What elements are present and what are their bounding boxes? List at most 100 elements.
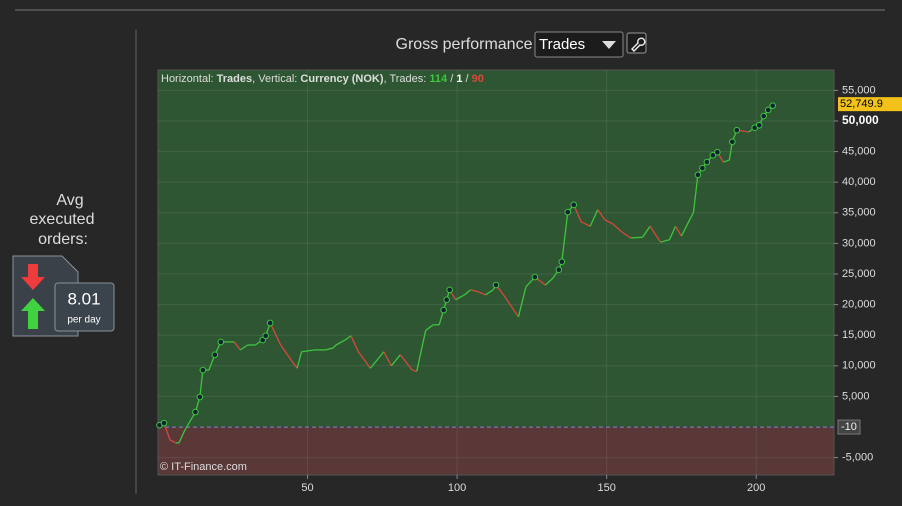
high-marker (764, 106, 772, 114)
settings-button[interactable] (626, 32, 647, 54)
high-marker (755, 121, 763, 129)
chart-info-part: Currency (NOK) (300, 73, 383, 85)
equity-segment (589, 209, 599, 227)
equity-segment (668, 225, 677, 240)
high-marker (699, 164, 706, 172)
high-marker (262, 332, 269, 340)
high-marker (443, 296, 450, 304)
high-marker (694, 171, 702, 179)
chart-info-part: , Vertical: (252, 73, 300, 85)
equity-segment (689, 212, 694, 219)
equity-segment (269, 322, 282, 346)
equity-segment (325, 347, 334, 351)
high-marker (564, 208, 572, 216)
equity-segment (292, 361, 298, 369)
equity-segment (199, 370, 204, 398)
high-marker (217, 338, 225, 346)
y-tick-label: 35,000 (842, 207, 876, 219)
equity-segment (280, 344, 294, 363)
high-marker (446, 286, 453, 294)
chart-info-part: 114 (429, 73, 448, 85)
equity-segment (674, 225, 683, 237)
high-marker (769, 102, 776, 109)
summary-box (54, 282, 115, 332)
equity-segment (233, 341, 241, 351)
equity-segment (544, 277, 554, 286)
x-tick-label: 100 (448, 482, 466, 494)
high-marker (266, 319, 274, 327)
equity-segment (580, 221, 591, 227)
high-marker (570, 201, 578, 209)
equity-segment (169, 439, 177, 444)
watermark: © IT-Finance.com (160, 461, 247, 473)
high-marker (558, 258, 566, 266)
summary-unit: per day (67, 315, 100, 326)
select-value[interactable]: Trades (539, 36, 585, 53)
high-marker (703, 158, 711, 166)
baseline-label: -10 (841, 421, 857, 433)
icon-down-arrow (21, 264, 45, 290)
wrench-icon[interactable] (631, 37, 646, 52)
y-tick-label: -5,000 (842, 452, 873, 464)
equity-segment (301, 349, 316, 353)
high-marker (199, 366, 207, 374)
chart-info: Horizontal: Trades, Vertical: Currency (… (161, 73, 484, 85)
chart-info-part: , Trades: (384, 73, 430, 85)
icon-up-arrow (21, 298, 45, 329)
y-tick-label: 45,000 (842, 145, 876, 157)
equity-segment (604, 219, 613, 225)
equity-segment (660, 239, 670, 243)
equity-segment (502, 294, 519, 318)
high-marker (531, 273, 539, 281)
equity-segment (332, 344, 337, 349)
high-marker (440, 306, 447, 314)
summary-label: Avg (56, 192, 83, 209)
y-tick-label: 10,000 (842, 360, 876, 372)
equity-segment (184, 411, 196, 431)
high-marker (760, 112, 768, 120)
equity-segment (485, 289, 494, 296)
equity-segment (383, 351, 392, 367)
select-caret[interactable] (602, 41, 616, 49)
equity-segment (612, 223, 623, 233)
high-marker (709, 151, 717, 159)
last-value-label: 52,749.9 (840, 98, 883, 110)
equity-segment (517, 286, 527, 318)
high-marker (555, 266, 563, 274)
high-marker (733, 126, 741, 134)
equity-segment (561, 212, 569, 262)
chart-info-part: 1 (456, 73, 462, 85)
equity-segment (357, 351, 371, 369)
y-tick-label: 5,000 (842, 390, 870, 402)
equity-segment (344, 335, 352, 341)
plot-area-negative (158, 427, 834, 475)
chart-info-part: Horizontal: (161, 73, 217, 85)
equity-segment (425, 324, 434, 331)
equity-segment (464, 289, 471, 296)
equity-segment (470, 289, 479, 293)
equity-segment (390, 354, 401, 367)
last-value-box (838, 97, 902, 112)
y-tick-label: 20,000 (842, 299, 876, 311)
equity-segment (630, 236, 643, 239)
equity-segment (399, 354, 413, 371)
equity-segment (621, 231, 631, 239)
equity-segment (649, 225, 662, 243)
y-tick-label: 50,000 (842, 113, 879, 127)
high-marker (211, 351, 219, 359)
y-tick-label: 40,000 (842, 176, 876, 188)
high-marker (714, 148, 721, 156)
chart-info-part: 90 (472, 73, 484, 85)
select[interactable] (534, 31, 624, 58)
equity-segment (723, 159, 730, 163)
chart-heading: Gross performance (396, 36, 533, 53)
equity-segment (477, 291, 486, 296)
high-marker (192, 408, 199, 416)
high-marker (729, 138, 736, 146)
y-tick-label: 55,000 (842, 84, 876, 96)
equity-segment (239, 344, 249, 351)
chart-info-part: Trades (217, 73, 252, 85)
equity-segment (335, 339, 346, 346)
